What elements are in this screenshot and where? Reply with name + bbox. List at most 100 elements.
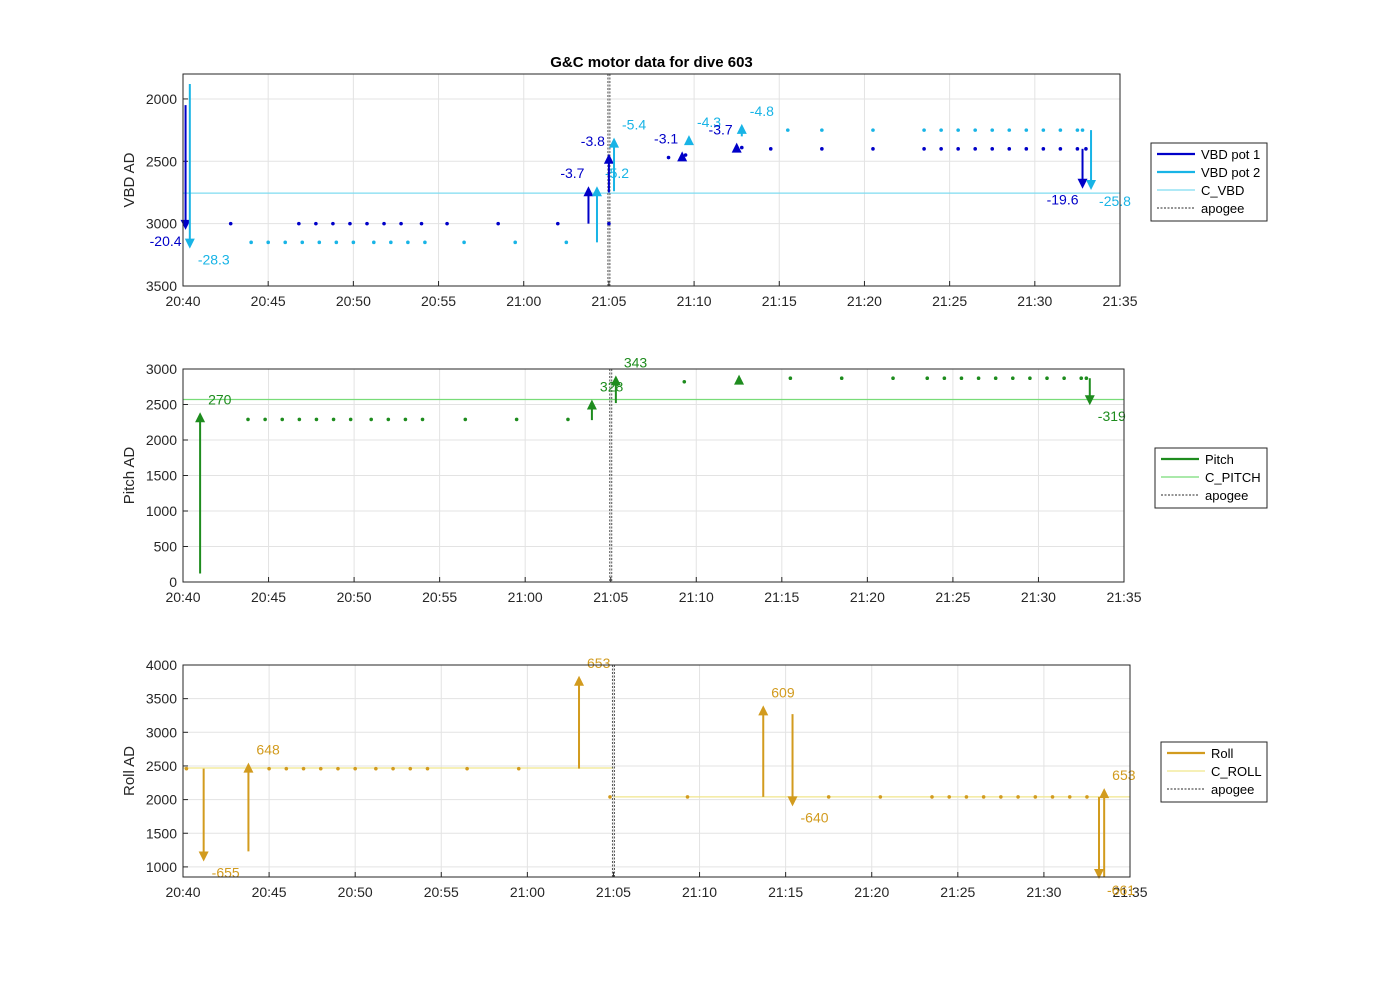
data-point — [939, 147, 943, 151]
data-point — [973, 147, 977, 151]
legend-label: C_ROLL — [1211, 764, 1262, 779]
data-point — [785, 128, 790, 132]
data-point — [514, 417, 519, 422]
data-point — [666, 155, 671, 160]
data-point — [871, 147, 875, 151]
move-label: 328 — [600, 379, 624, 395]
data-point — [981, 795, 986, 799]
move-label: 653 — [1112, 767, 1136, 783]
y-tick-label: 2500 — [146, 397, 177, 413]
data-point — [266, 240, 270, 245]
data-point — [280, 417, 285, 422]
y-tick-label: 500 — [154, 539, 178, 555]
data-point — [1050, 795, 1055, 799]
move-label: -28.3 — [198, 252, 230, 268]
y-tick-label: 2000 — [146, 792, 177, 808]
move-arrow-head — [1094, 869, 1105, 880]
data-point — [922, 128, 926, 132]
y-axis-label: Roll AD — [121, 746, 138, 796]
y-tick-label: 2000 — [146, 432, 177, 448]
y-tick-label: 2500 — [146, 153, 177, 169]
move-arrow-head — [1084, 395, 1095, 406]
data-point — [1084, 376, 1089, 381]
data-point — [406, 240, 410, 245]
data-point — [1028, 376, 1032, 381]
x-tick-label: 21:10 — [682, 884, 717, 900]
data-point — [462, 240, 466, 245]
data-point — [297, 221, 301, 226]
data-point — [297, 417, 302, 422]
axes-frame — [182, 73, 1121, 287]
move-label: 609 — [771, 684, 795, 700]
x-tick-label: 21:15 — [762, 293, 797, 309]
x-tick-label: 20:40 — [165, 293, 200, 309]
x-tick-label: 21:15 — [764, 589, 799, 605]
move-label: -4.8 — [750, 103, 774, 119]
data-point — [249, 240, 253, 245]
data-point — [408, 766, 413, 771]
data-point — [964, 795, 969, 799]
data-point — [959, 376, 964, 381]
data-point — [990, 128, 995, 132]
data-point — [283, 240, 288, 245]
data-point — [976, 376, 981, 381]
y-tick-label: 3000 — [146, 724, 177, 740]
x-tick-label: 21:15 — [768, 884, 803, 900]
x-tick-label: 21:20 — [847, 293, 882, 309]
data-point — [1080, 128, 1085, 132]
x-tick-label: 20:55 — [424, 884, 459, 900]
data-point — [331, 417, 336, 422]
data-point — [973, 128, 977, 132]
panel-2: 20:40 20:45 20:50 20:55 21:00 21:05 21:10 21:15… — [121, 354, 1268, 605]
x-tick-label: 21:25 — [932, 293, 967, 309]
data-point — [419, 221, 424, 226]
move-arrow-head — [603, 153, 614, 164]
x-tick-label: 20:45 — [251, 589, 286, 605]
data-point — [1041, 128, 1046, 132]
data-point — [336, 766, 340, 771]
data-point — [300, 240, 305, 245]
y-tick-label: 1000 — [146, 859, 177, 875]
move-label: -319 — [1098, 408, 1126, 424]
data-point — [925, 376, 930, 381]
data-point — [423, 240, 427, 245]
data-point — [386, 417, 391, 422]
data-point — [1075, 128, 1080, 132]
x-tick-label: 21:00 — [506, 293, 541, 309]
data-point — [566, 417, 570, 422]
data-point — [878, 795, 883, 799]
data-point — [1033, 795, 1038, 799]
legend-label: VBD pot 1 — [1201, 147, 1260, 162]
data-point — [607, 221, 611, 226]
data-point — [942, 376, 947, 381]
x-tick-label: 21:35 — [1112, 884, 1147, 900]
data-point — [922, 147, 926, 151]
move-arrow-head — [1099, 788, 1110, 799]
move-label: 343 — [624, 354, 648, 370]
move-arrow-head — [683, 135, 694, 146]
chart-title: G&C motor data for dive 603 — [550, 54, 753, 71]
x-tick-label: 21:05 — [593, 589, 628, 605]
x-tick-label: 20:40 — [165, 884, 200, 900]
move-label: -3.1 — [654, 130, 678, 146]
x-tick-label: 21:25 — [935, 589, 970, 605]
data-point — [314, 221, 318, 226]
data-point — [318, 766, 323, 771]
data-point — [420, 417, 425, 422]
move-arrow-head — [591, 186, 602, 197]
move-arrow-head — [195, 412, 206, 423]
x-tick-label: 21:10 — [679, 589, 714, 605]
move-arrow-head — [610, 375, 621, 386]
x-tick-label: 21:30 — [1021, 589, 1056, 605]
data-point — [246, 417, 250, 422]
move-arrow-head — [734, 374, 745, 385]
data-point — [999, 795, 1003, 799]
y-tick-label: 1500 — [146, 825, 177, 841]
data-point — [1007, 128, 1012, 132]
data-point — [382, 221, 386, 226]
data-point — [513, 240, 518, 245]
move-label: -4.3 — [697, 114, 721, 130]
